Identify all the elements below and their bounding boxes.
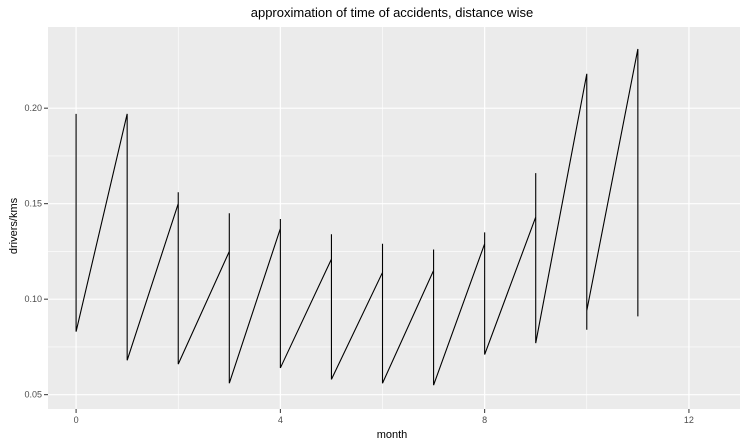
y-tick-label: 0.10 — [24, 294, 42, 304]
y-tick-label: 0.15 — [24, 199, 42, 209]
series-line — [75, 48, 639, 386]
series — [75, 48, 639, 386]
chart-title: approximation of time of accidents, dist… — [251, 5, 534, 20]
y-tick-label: 0.05 — [24, 390, 42, 400]
y-tick-label: 0.20 — [24, 103, 42, 113]
x-tick-label: 0 — [74, 415, 79, 425]
grid-major — [48, 27, 740, 409]
x-tick-label: 12 — [684, 415, 694, 425]
y-axis-title: drivers/kms — [8, 197, 20, 254]
x-tick-label: 8 — [482, 415, 487, 425]
y-axis: 0.05 0.10 0.15 0.20 — [24, 103, 48, 400]
x-axis: 0 4 8 12 — [74, 409, 694, 425]
plot-panel — [48, 27, 740, 409]
x-axis-title: month — [377, 429, 408, 441]
x-tick-label: 4 — [278, 415, 283, 425]
